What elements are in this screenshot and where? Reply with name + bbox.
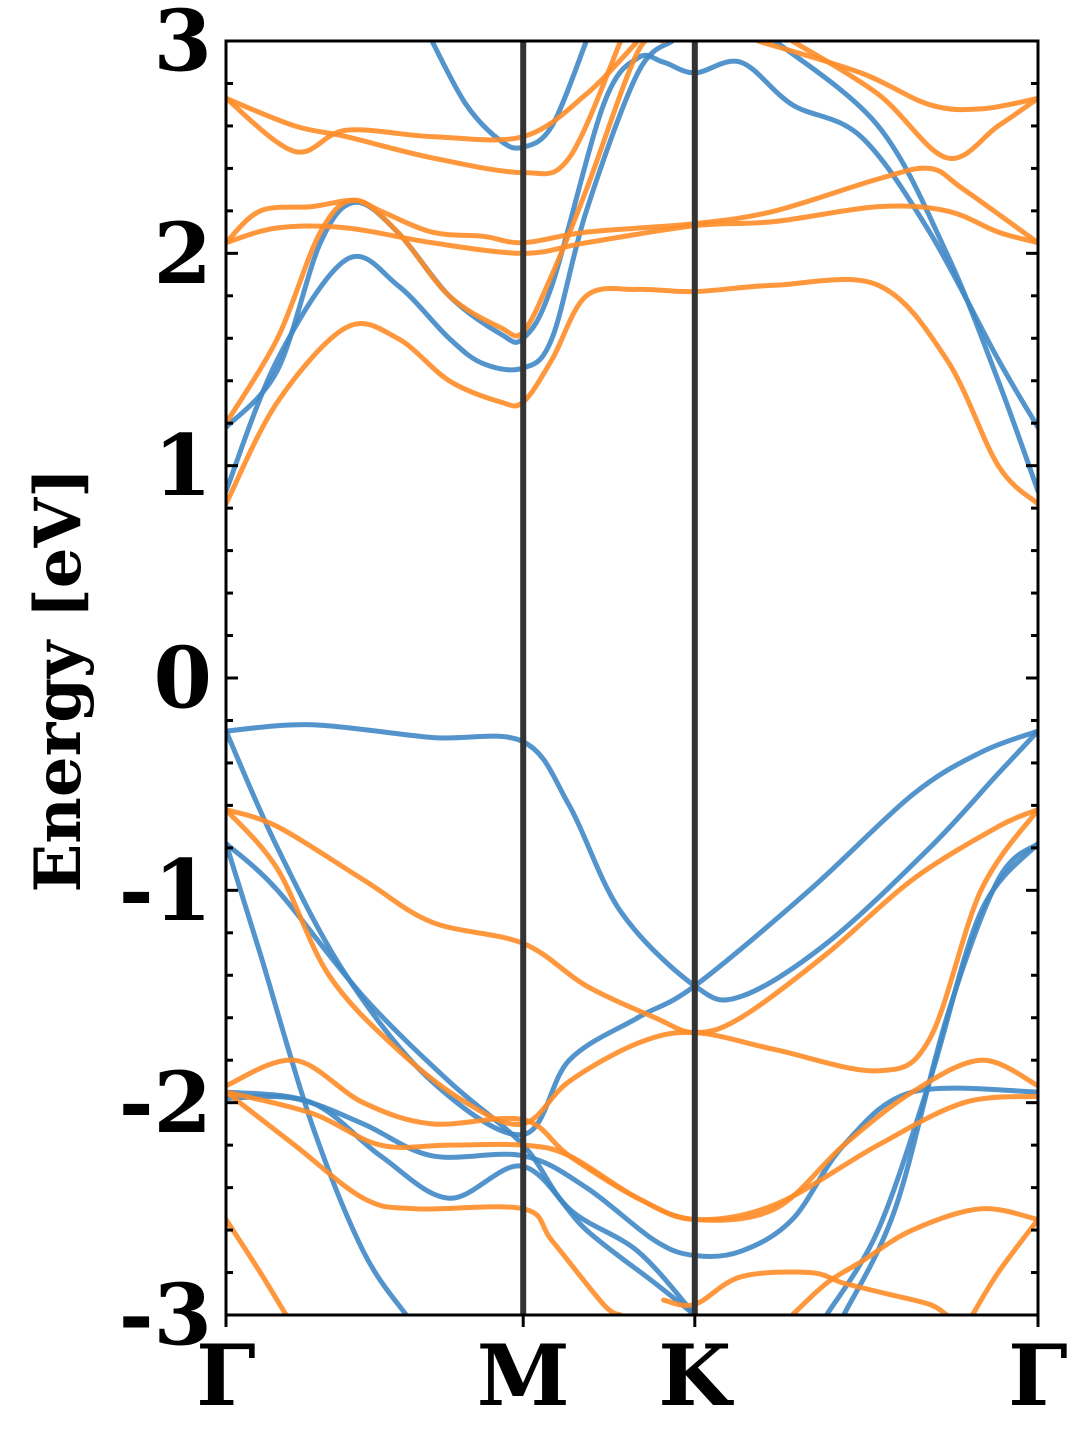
y-tick-label: 2 bbox=[154, 204, 212, 303]
band-line bbox=[226, 52, 1038, 430]
band-line bbox=[226, 841, 409, 1315]
band-line bbox=[226, 1089, 698, 1315]
band-line bbox=[226, 41, 641, 155]
x-tick-label: K bbox=[658, 1326, 734, 1425]
band-line bbox=[226, 276, 1038, 507]
band-line bbox=[429, 41, 589, 151]
band-line bbox=[226, 841, 698, 1315]
band-line bbox=[969, 1217, 1038, 1315]
band-line bbox=[226, 1217, 289, 1315]
band-line bbox=[226, 807, 1038, 1036]
x-tick-label: M bbox=[477, 1326, 570, 1425]
x-tick-label: Γ bbox=[196, 1326, 256, 1425]
band-line bbox=[226, 722, 1038, 1003]
plot-frame bbox=[224, 39, 1040, 1317]
y-tick-label: 0 bbox=[154, 629, 212, 728]
band-line bbox=[772, 41, 1038, 494]
band-line bbox=[226, 41, 624, 177]
series-2 bbox=[226, 41, 1038, 1315]
band-line bbox=[226, 1085, 1038, 1260]
band-line bbox=[226, 807, 1038, 1127]
y-tick-label: 1 bbox=[154, 416, 212, 515]
bands-layer bbox=[226, 41, 1038, 1315]
band-line bbox=[226, 1089, 624, 1315]
y-tick-label: -1 bbox=[119, 841, 212, 940]
y-tick-label: -2 bbox=[119, 1053, 212, 1152]
band-line bbox=[226, 41, 667, 426]
y-axis-label: Energy [eV] bbox=[21, 468, 96, 893]
band-line bbox=[661, 1269, 950, 1315]
y-tick-label: -3 bbox=[119, 1266, 212, 1365]
band-line bbox=[226, 165, 1038, 246]
band-line bbox=[226, 728, 1038, 1138]
band-line bbox=[226, 1089, 1038, 1223]
y-tick-label: 3 bbox=[154, 0, 212, 91]
band-line bbox=[755, 41, 1038, 113]
axis-ticks: -3 -2 -1 0 1 2 3 bbox=[119, 0, 1040, 1365]
x-tick-label: Γ bbox=[1008, 1326, 1068, 1425]
band-line bbox=[226, 41, 675, 494]
band-line bbox=[789, 41, 1038, 161]
band-line bbox=[789, 1206, 1038, 1315]
band-line bbox=[226, 203, 1038, 256]
